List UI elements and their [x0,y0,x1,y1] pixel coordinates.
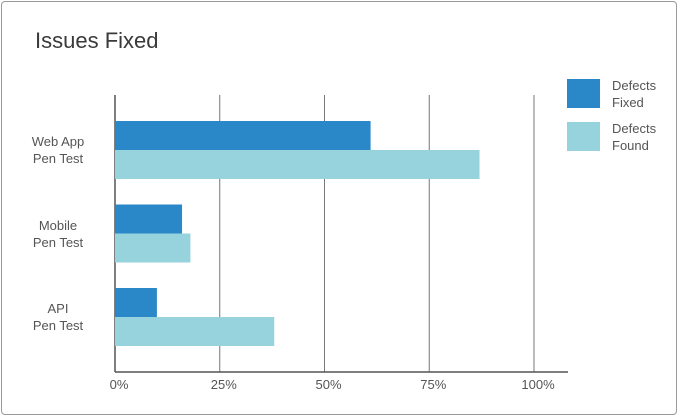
bar [115,121,371,150]
legend-swatch [567,122,600,151]
legend-label: Defects Fixed [612,78,657,110]
x-tick-label: 25% [211,377,237,392]
bar [115,233,191,263]
x-tick-label: 0% [110,377,129,392]
chart-title: Issues Fixed [35,28,159,53]
bar [115,317,275,346]
x-tick-label: 75% [420,377,446,392]
legend-label: Defects Found [612,121,657,153]
y-tick-label: Web App Pen Test [31,134,85,166]
x-tick-label: 100% [521,377,555,392]
legend-swatch [567,79,600,108]
bar [115,204,183,234]
bar [115,150,480,179]
x-tick-label: 50% [315,377,341,392]
y-tick-label: Mobile Pen Test [32,217,84,250]
bar [115,288,157,317]
y-tick-label: API Pen Test [32,301,84,333]
